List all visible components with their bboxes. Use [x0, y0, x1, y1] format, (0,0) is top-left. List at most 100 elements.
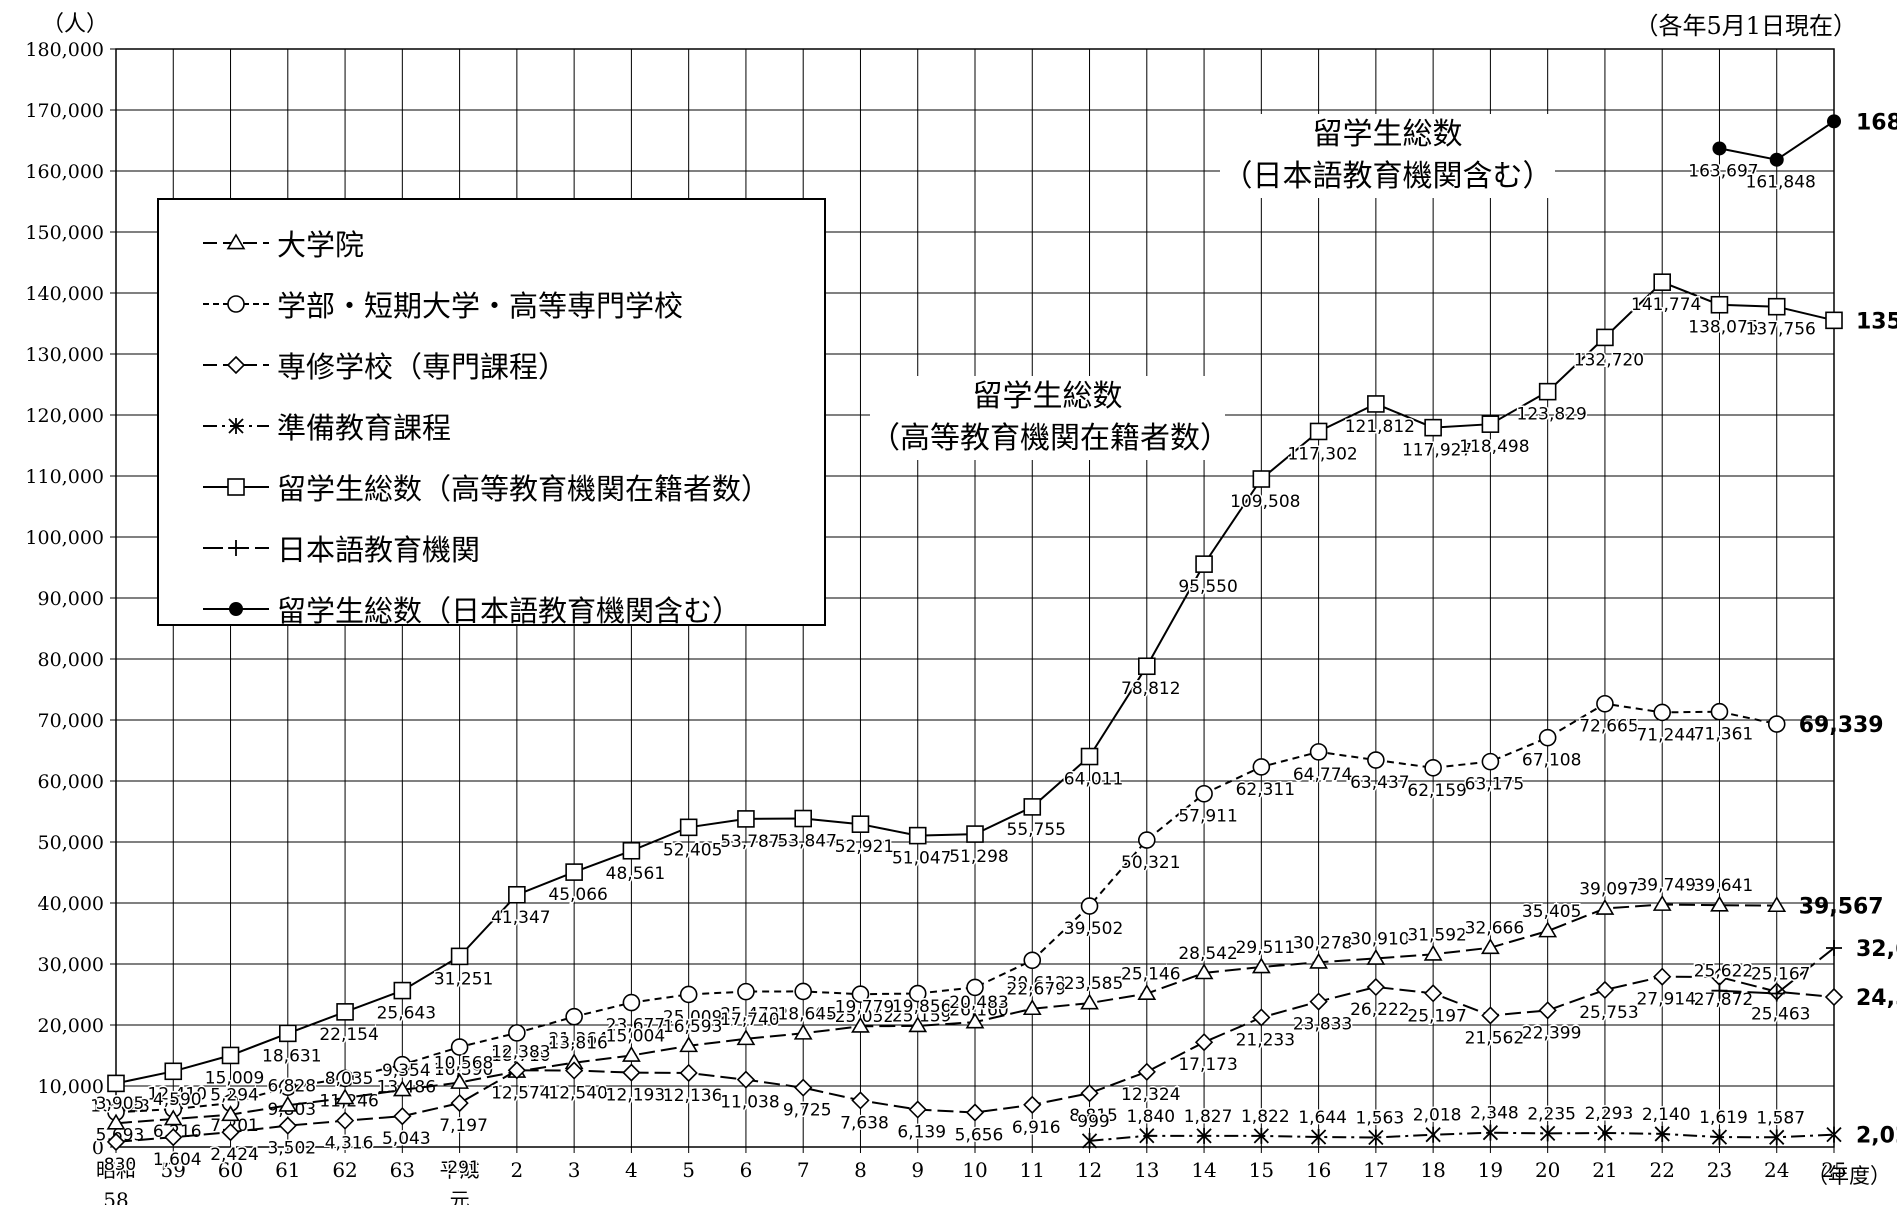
legend-label: 準備教育課程 — [277, 410, 452, 445]
data-label: 138,075 — [1688, 318, 1758, 338]
data-point — [1652, 894, 1672, 911]
data-label: 1,840 — [1126, 1107, 1175, 1127]
data-label: 117,927 — [1402, 441, 1472, 461]
y-tick-label: 50,000 — [38, 832, 104, 854]
data-label: 20,483 — [949, 993, 1008, 1013]
data-point — [1481, 938, 1500, 955]
x-tick-label-line: 13 — [1134, 1158, 1159, 1182]
data-label: 30,612 — [1007, 973, 1066, 993]
data-label: 11,038 — [720, 1093, 779, 1113]
data-point — [1368, 1129, 1384, 1146]
data-label: 1,563 — [1356, 1108, 1405, 1128]
data-point — [1023, 798, 1042, 816]
x-tick-label-line: 22 — [1649, 1158, 1674, 1182]
data-label: 15,009 — [205, 1068, 264, 1088]
x-tick-label: 22 — [1649, 1158, 1674, 1182]
data-label: 1,822 — [1241, 1107, 1290, 1127]
data-label: 19,856 — [892, 997, 951, 1017]
chart-legend: 大学院 学部・短期大学・高等専門学校 専修学校（専門課程） 準備教育課程 留学生… — [157, 198, 826, 628]
data-label: 10,568 — [434, 1054, 493, 1074]
x-tick-label: 62 — [332, 1158, 357, 1182]
data-point — [393, 1055, 412, 1074]
data-label: 5,294 — [210, 1086, 259, 1106]
data-label: 39,502 — [1064, 919, 1123, 939]
data-point — [737, 982, 755, 1001]
data-point — [1424, 418, 1442, 437]
data-point — [1309, 992, 1328, 1011]
x-tick-label: 10 — [962, 1158, 987, 1182]
data-label: 72,665 — [1579, 717, 1638, 737]
data-point — [1366, 977, 1386, 997]
data-point — [1195, 784, 1213, 803]
data-point — [392, 1080, 412, 1097]
x-tick-label-line: 15 — [1249, 1158, 1274, 1182]
x-tick-label-line: 6 — [740, 1158, 753, 1182]
data-label: 6,828 — [267, 1076, 316, 1096]
data-label: 18,631 — [262, 1046, 321, 1066]
data-point — [1597, 1125, 1613, 1142]
data-label: 2,235 — [1527, 1104, 1576, 1124]
data-label: 141,774 — [1631, 295, 1701, 315]
x-tick-label-line: 4 — [625, 1158, 638, 1182]
data-label: 63,175 — [1465, 775, 1524, 795]
legend-item: 準備教育課程 — [159, 395, 824, 456]
data-label: 2,424 — [210, 1145, 259, 1165]
data-point — [1711, 1129, 1728, 1146]
data-point — [1252, 758, 1271, 776]
y-tick-label: 30,000 — [38, 954, 104, 976]
legend-label: 留学生総数（日本語教育機関含む） — [277, 593, 742, 628]
data-point — [1827, 114, 1841, 129]
x-tick-label-line: 昭和 — [96, 1158, 136, 1182]
data-point — [736, 1070, 756, 1089]
x-tick-label: 20 — [1535, 1158, 1560, 1182]
x-tick-label: 4 — [625, 1158, 638, 1182]
data-point — [1595, 898, 1615, 915]
x-tick-label: 16 — [1306, 1158, 1331, 1182]
data-label: 8,815 — [1069, 1106, 1118, 1126]
data-label: 2,140 — [1642, 1105, 1691, 1125]
legend-label: 日本語教育機関 — [277, 532, 481, 567]
data-label: 17,740 — [720, 1010, 779, 1030]
data-point — [1769, 1129, 1785, 1146]
data-point — [908, 1016, 928, 1033]
x-tick-label: 19 — [1478, 1158, 1503, 1182]
data-point — [450, 947, 469, 966]
data-point — [1367, 395, 1385, 413]
series: 830 1,604 2,424 3,502 4,316 5,0437,19712,5741… — [102, 967, 1897, 1176]
legend-swatch — [203, 417, 269, 434]
data-label: 52,921 — [835, 837, 894, 857]
x-tick-label: 14 — [1191, 1158, 1216, 1182]
x-tick-label: 2 — [510, 1158, 523, 1182]
x-tick-label: 5 — [682, 1158, 695, 1182]
data-point — [1309, 743, 1328, 761]
data-point — [1653, 273, 1671, 291]
series: 291 — [446, 1157, 481, 1180]
data-label: 13,816 — [548, 1034, 607, 1054]
x-tick-label-line: 63 — [390, 1158, 415, 1182]
data-label: 57,911 — [1178, 807, 1237, 827]
data-point — [851, 985, 870, 1003]
data-point — [450, 1038, 469, 1056]
x-tick-label-line: 24 — [1764, 1158, 1789, 1182]
annotation-total-higher-ed: 留学生総数 （高等教育機関在籍者数） — [870, 376, 1230, 460]
data-point — [965, 1103, 985, 1122]
data-label: 27,872 — [1694, 990, 1753, 1010]
x-tick-label-line: 59 — [161, 1158, 186, 1182]
data-label: 55,755 — [1007, 820, 1066, 840]
data-label: 39,567 — [1799, 895, 1884, 920]
series: 999 1,840 1,827 1,822 1,644 1,563 2,018 2,348 2,… — [1076, 1102, 1897, 1149]
data-label: 117,302 — [1287, 444, 1357, 464]
data-label: 51,298 — [949, 847, 1008, 867]
y-tick-label: 110,000 — [25, 466, 104, 488]
series-line — [115, 903, 1777, 1125]
annotation-line-1: 留学生総数 — [972, 379, 1123, 414]
data-label: 62,311 — [1236, 780, 1295, 800]
x-tick-label: 61 — [275, 1158, 300, 1182]
series: 3,905 4,590 5,294 6,828 8,035 9,354 10,56812,3… — [94, 874, 1884, 1130]
data-point — [736, 1029, 756, 1046]
data-label: 32,666 — [1465, 919, 1524, 939]
x-tick-label: 平成元 — [440, 1158, 480, 1205]
data-point — [966, 825, 984, 843]
data-point — [1538, 728, 1557, 747]
data-point — [1137, 984, 1157, 1001]
